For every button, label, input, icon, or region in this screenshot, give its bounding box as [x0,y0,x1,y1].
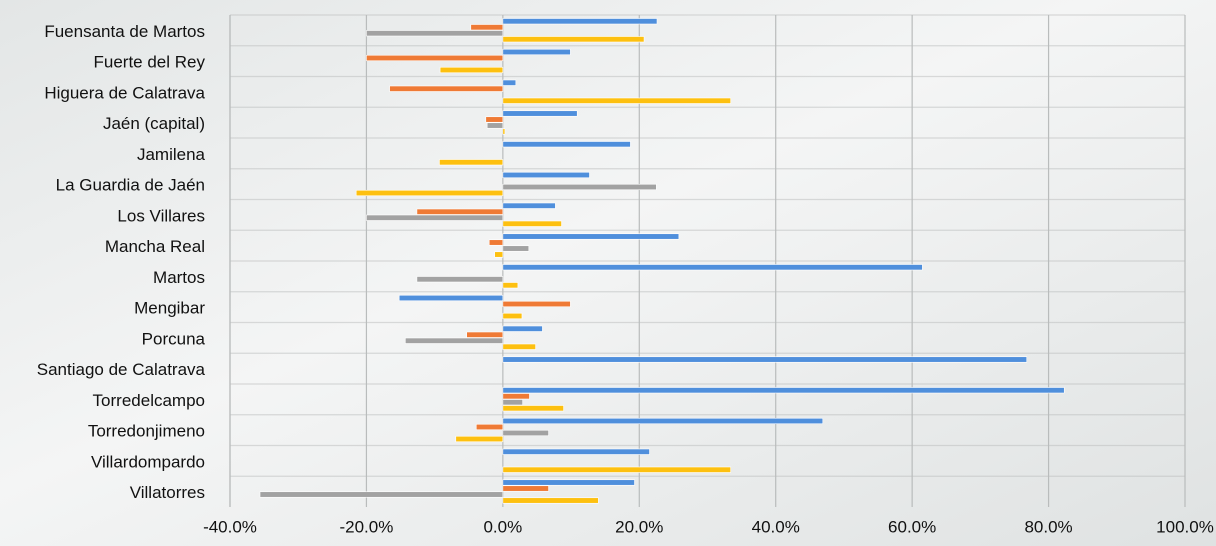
y-tick-label: Torredelcampo [93,391,205,410]
bar [502,233,680,240]
bar [475,423,504,431]
y-tick-label: La Guardia de Jaén [56,176,205,195]
bar [494,251,504,258]
y-tick-label: Los Villares [117,206,205,225]
bar [405,337,504,344]
bar [366,30,504,37]
bar [502,300,571,308]
bar [502,399,523,406]
x-tick-label: -20.0% [339,517,393,536]
bar [398,294,504,302]
bar [502,479,635,486]
bar [416,208,504,215]
bar [502,405,564,412]
y-tick-label: Mengibar [134,299,205,318]
y-tick-label: Fuensanta de Martos [44,22,205,41]
bar [439,159,504,166]
bar [502,36,645,43]
y-tick-label: Villardompardo [91,452,205,471]
bar [502,466,731,473]
bar [502,141,631,148]
y-tick-label: Martos [153,268,205,287]
bar [502,356,1028,363]
x-tick-label: 60.0% [888,517,936,536]
bar [502,245,530,252]
bar [439,66,504,74]
bar [502,202,556,209]
bar [389,85,504,92]
bar [502,110,578,117]
bar [502,497,599,504]
bar [355,189,504,197]
bar [486,122,504,129]
bar [416,276,504,283]
bar [502,48,571,56]
bar [502,282,519,289]
bar [502,325,543,332]
x-tick-label: 40.0% [752,517,800,536]
bar [470,24,504,31]
bar [502,97,731,104]
x-tick-label: 80.0% [1024,517,1072,536]
bar [502,128,506,135]
bar [502,387,1065,394]
bar [366,214,504,221]
y-tick-label: Higuera de Calatrava [44,83,205,102]
bar [502,393,530,400]
bar [366,54,504,62]
y-tick-label: Mancha Real [105,237,205,256]
bar [502,79,517,86]
bar [466,331,504,338]
y-tick-label: Santiago de Calatrava [37,360,206,379]
bar [502,448,650,455]
y-tick-label: Jaén (capital) [103,114,205,133]
bar [502,183,657,191]
x-tick-label: 0.0% [483,517,522,536]
bar [502,343,536,350]
bar [502,429,549,437]
y-tick-label: Porcuna [142,329,206,348]
bar [259,491,504,498]
x-tick-label: -40.0% [203,517,257,536]
bar [455,435,504,443]
x-tick-label: 20.0% [615,517,663,536]
bar [488,239,504,246]
bar [502,417,824,425]
bar [502,220,562,227]
x-tick-label: 100.0% [1156,517,1214,536]
y-tick-label: Torredonjimeno [88,422,205,441]
y-tick-label: Jamilena [137,145,206,164]
y-tick-label: Villatorres [130,483,205,502]
y-tick-label: Fuerte del Rey [94,53,206,72]
bar [502,485,549,492]
bar [485,116,504,123]
bar [502,312,523,320]
bar [502,18,658,25]
bar [502,264,923,271]
bar [502,171,590,179]
